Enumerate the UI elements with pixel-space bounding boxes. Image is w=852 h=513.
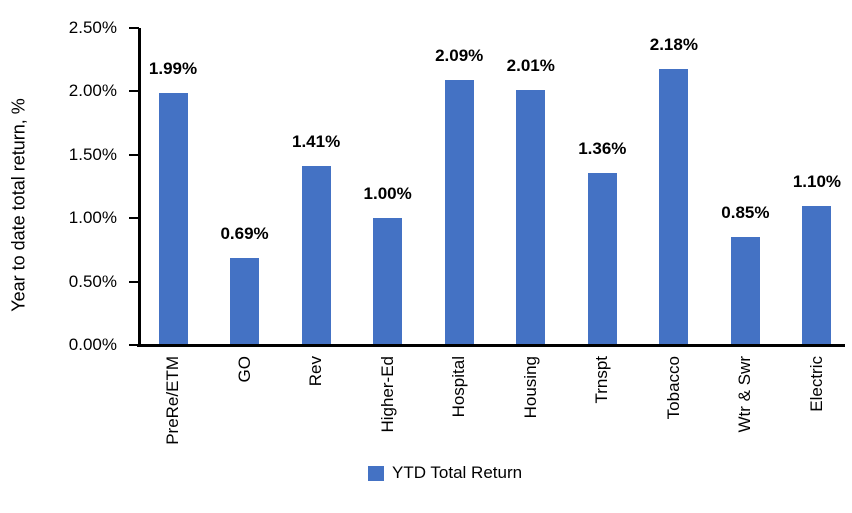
bar [587, 172, 617, 345]
bar-value-label: 1.41% [291, 132, 341, 152]
bar [516, 90, 546, 345]
x-axis-category-label: Tobacco [663, 356, 683, 420]
bar-value-label: 0.69% [220, 223, 269, 243]
bar [158, 92, 188, 345]
y-axis-tick-label: 1.00% [68, 208, 117, 228]
x-axis-category-label: Electric [806, 356, 826, 412]
y-axis-tick-mark [129, 153, 139, 156]
y-axis-tick-label: 0.00% [68, 335, 117, 354]
x-axis-category-label: Wtr & Swr [735, 356, 755, 433]
bar-value-label: 1.10% [792, 171, 842, 191]
y-axis-tick-mark [129, 27, 139, 29]
y-axis-tick-mark [129, 344, 139, 346]
y-axis-tick-label: 2.50% [68, 18, 117, 37]
y-axis-tick-label: 1.50% [68, 144, 117, 164]
legend-swatch [368, 465, 384, 481]
legend-label: YTD Total Return [392, 463, 523, 482]
legend: YTD Total Return [368, 463, 522, 483]
y-axis-line [138, 28, 141, 347]
x-axis-line [137, 344, 845, 347]
bar-value-label: 2.18% [649, 34, 698, 54]
y-axis-tick-label: 2.00% [68, 81, 117, 101]
x-axis-category-label: Trnspt [592, 356, 612, 404]
bar [730, 237, 760, 345]
y-axis-tick-mark [129, 90, 139, 93]
bar-value-label: 2.09% [435, 45, 484, 65]
bar [802, 205, 832, 345]
y-axis-tick-label: 0.50% [68, 271, 117, 291]
bar [301, 166, 331, 345]
bar-value-label: 2.01% [506, 56, 555, 76]
bar [659, 68, 689, 345]
y-axis-tick-mark [129, 217, 139, 220]
bar-value-label: 1.00% [363, 184, 412, 204]
x-axis-category-label: PreRe/ETM [163, 356, 182, 445]
bar-value-label: 0.85% [721, 203, 770, 223]
x-axis-category-label: Rev [306, 356, 326, 387]
bar [444, 79, 474, 345]
x-axis-category-label: Housing [520, 356, 540, 419]
x-axis-category-label: Hospital [449, 356, 469, 418]
bar [373, 218, 403, 345]
x-axis-category-label: Higher-Ed [377, 356, 397, 433]
bar-value-label: 1.99% [148, 58, 198, 78]
bar-value-label: 1.36% [578, 138, 627, 158]
y-axis-title: Year to date total return, % [8, 98, 29, 312]
x-axis-category-label: GO [234, 356, 254, 383]
bar [230, 257, 260, 345]
y-axis-tick-mark [129, 280, 139, 283]
